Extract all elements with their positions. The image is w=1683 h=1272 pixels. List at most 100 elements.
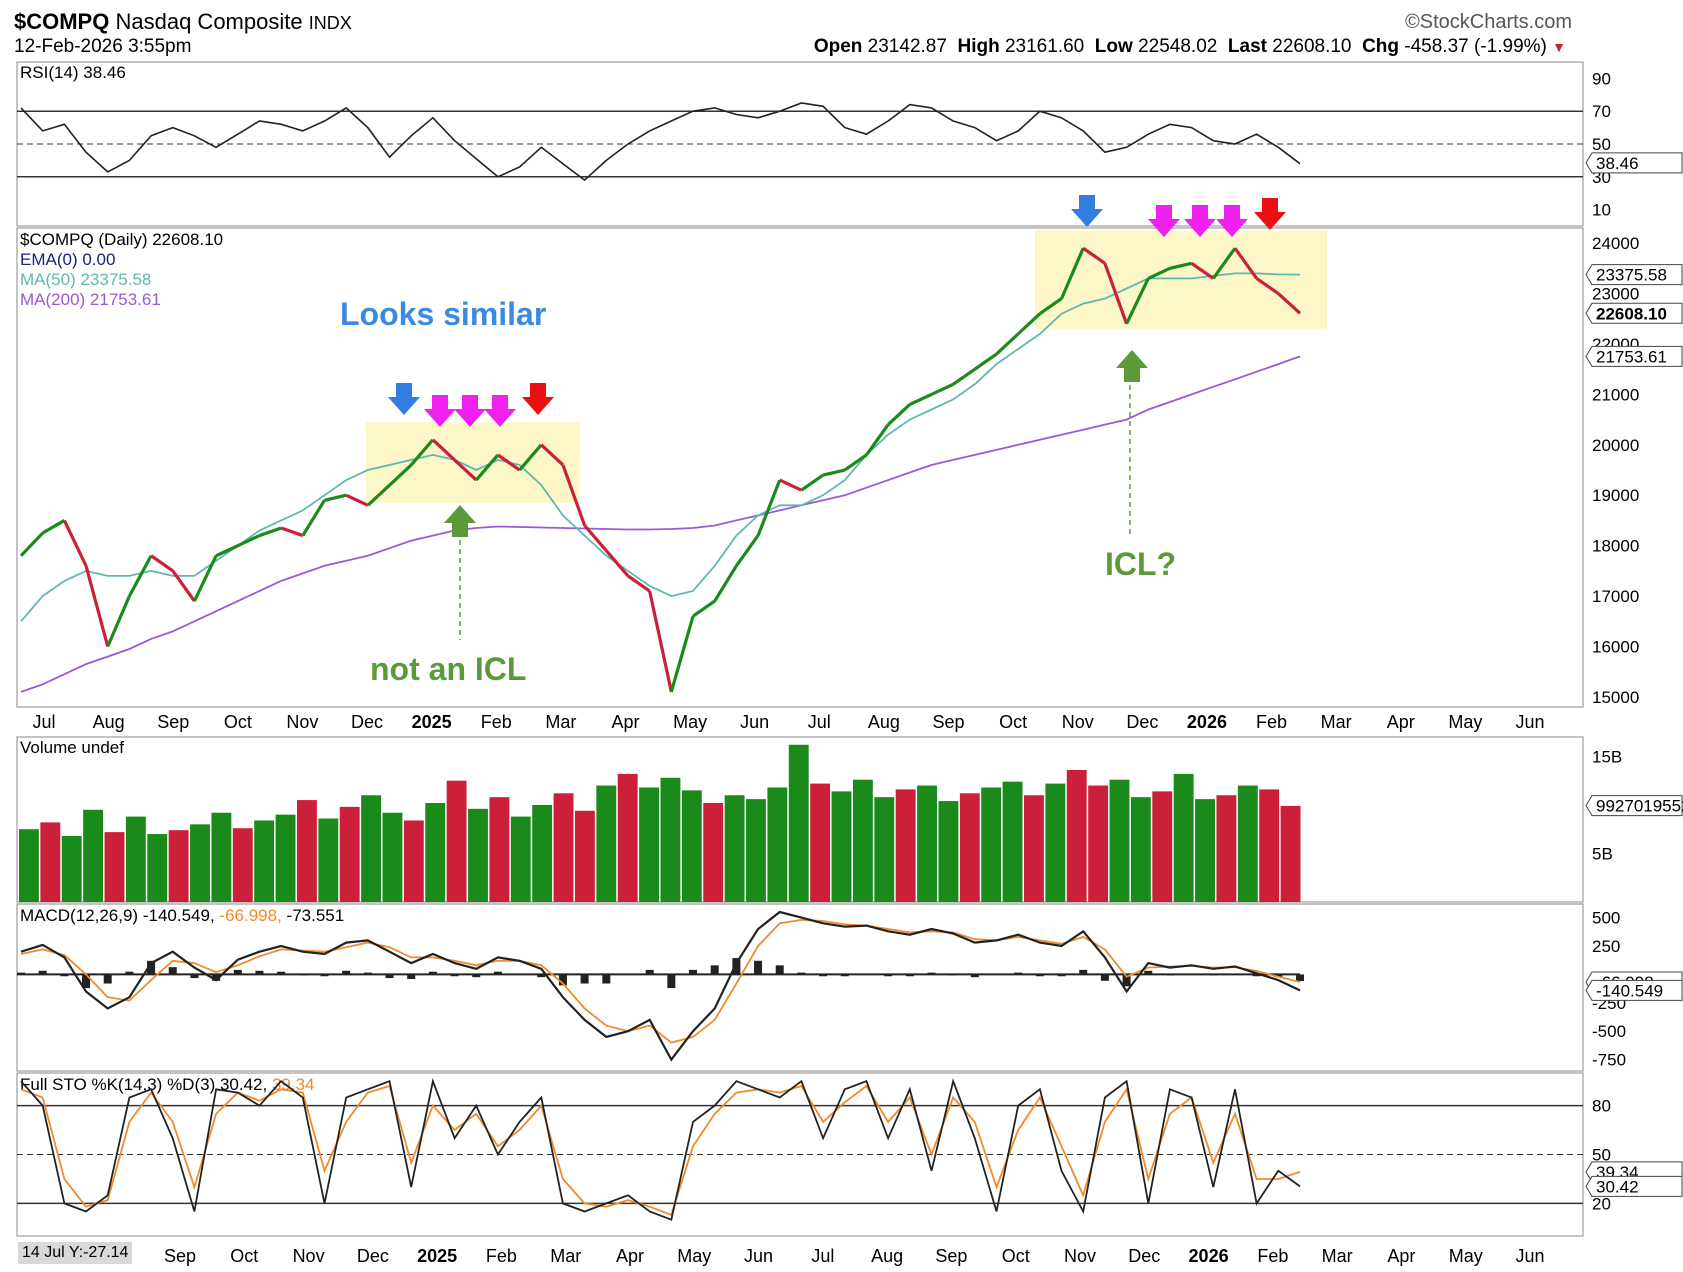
volume-bar xyxy=(1130,797,1151,902)
annotation-not-an-icl: not an ICL xyxy=(370,651,526,687)
price-x-label: Sep xyxy=(933,712,965,732)
volume-bar xyxy=(574,810,595,902)
ma50-current-tag-box xyxy=(1585,264,1683,286)
price-tick-label: 15000 xyxy=(1592,688,1639,707)
volume-bar xyxy=(489,797,510,902)
sto-x-label: Nov xyxy=(293,1246,325,1266)
blue-down-arrow-icon xyxy=(1071,195,1103,227)
volume-bar xyxy=(382,812,403,902)
macd-histogram-bar xyxy=(1122,974,1131,987)
index-name: Nasdaq Composite xyxy=(115,9,303,34)
brand-logo[interactable]: ©StockCharts.com xyxy=(1405,11,1573,33)
macd-histogram-bar xyxy=(212,974,221,981)
price-bar-segment xyxy=(1125,277,1150,325)
price-bar-segment xyxy=(930,382,954,396)
volume-bar xyxy=(1259,789,1280,902)
symbol: $COMPQ xyxy=(14,9,110,34)
rsi-tick-label: 10 xyxy=(1592,201,1611,220)
volume-bar xyxy=(361,795,382,902)
price-bar-segment xyxy=(756,479,782,537)
macd-histogram-bar xyxy=(689,969,698,975)
price-bar-segment xyxy=(345,493,369,507)
ma200-current-tag: 21753.61 xyxy=(1596,347,1667,366)
sto-k-line xyxy=(20,1077,1301,1221)
price-x-label: May xyxy=(673,712,707,732)
volume-bar xyxy=(61,836,82,902)
macd-histogram-bar xyxy=(407,974,416,979)
macd-histogram-bar xyxy=(1100,974,1109,981)
price-tick-label: 23000 xyxy=(1592,285,1639,304)
macd-tick-label: -500 xyxy=(1592,1022,1626,1041)
price-tick-label: 21000 xyxy=(1592,385,1639,404)
macd-histogram-bar xyxy=(1296,974,1304,982)
ohlc-bar: Open 23142.87 High 23161.60 Low 22548.02… xyxy=(814,36,1566,58)
price-tick-label: 19000 xyxy=(1592,486,1639,505)
price-bar-segment xyxy=(1147,266,1171,280)
volume-bar xyxy=(703,803,724,902)
price-bar-segment xyxy=(822,468,846,477)
volume-bar xyxy=(788,744,809,902)
price-bar-segment xyxy=(1211,247,1237,280)
volume-bar xyxy=(510,816,531,902)
volume-bar xyxy=(1045,783,1066,902)
volume-bar xyxy=(1216,795,1237,902)
price-bar-segment xyxy=(215,544,239,558)
magenta-down-arrow-icon xyxy=(1216,205,1248,237)
sto-x-label: Nov xyxy=(1064,1246,1096,1266)
volume-bar xyxy=(938,801,959,902)
price-bar-segment xyxy=(62,519,88,567)
volume-bar xyxy=(852,779,873,902)
macd-histogram-bar xyxy=(775,965,784,975)
price-tick-label: 24000 xyxy=(1592,234,1639,253)
sto-x-label: 2026 xyxy=(1189,1246,1229,1266)
sto-x-label: Jun xyxy=(744,1246,773,1266)
sto-tick-label: 20 xyxy=(1592,1194,1611,1213)
volume-bar xyxy=(125,816,146,902)
ma50-legend: MA(50) 23375.58 xyxy=(20,270,152,289)
chart-title: $COMPQ Nasdaq Composite INDX xyxy=(14,9,352,35)
price-bar-segment xyxy=(887,403,911,426)
price-bar-segment xyxy=(669,615,695,693)
magenta-down-arrow-icon xyxy=(454,395,486,427)
price-bar-segment xyxy=(496,453,521,472)
exchange: INDX xyxy=(308,13,352,33)
macd-histogram-bar xyxy=(558,974,567,986)
volume-bar xyxy=(1152,791,1173,902)
volume-bar xyxy=(19,829,39,902)
price-tick-label: 18000 xyxy=(1592,537,1639,556)
volume-bar xyxy=(254,820,275,902)
price-x-label: Feb xyxy=(1256,712,1287,732)
last-label: Last xyxy=(1227,36,1267,57)
price-bar-segment xyxy=(735,534,760,567)
macd-histogram-bar xyxy=(732,958,741,975)
price-bar-segment xyxy=(1082,246,1106,265)
price-bar-segment xyxy=(1277,292,1302,315)
price-x-label: Aug xyxy=(93,712,125,732)
macd-histogram-bar xyxy=(472,974,481,978)
volume-bar xyxy=(1024,795,1044,902)
price-bar-segment xyxy=(409,438,435,467)
price-tick-label: 17000 xyxy=(1592,587,1639,606)
volume-bar xyxy=(532,804,553,902)
volume-bar xyxy=(895,789,916,902)
price-x-label: Apr xyxy=(611,712,639,732)
sto-x-label: May xyxy=(1449,1246,1483,1266)
price-x-label: Sep xyxy=(157,712,189,732)
rsi-line xyxy=(20,102,1301,182)
rsi-tick-label: 70 xyxy=(1592,102,1611,121)
price-bar-segment xyxy=(973,352,998,371)
price-bar-segment xyxy=(843,453,868,472)
price-x-label: Jul xyxy=(32,712,55,732)
volume-bar xyxy=(874,797,895,902)
price-bar-segment xyxy=(561,464,587,527)
macd-histogram-bar xyxy=(1144,970,1153,975)
price-x-label: Nov xyxy=(1062,712,1094,732)
chg-label: Chg xyxy=(1362,36,1399,57)
price-bar-segment xyxy=(540,443,565,467)
ema-legend: EMA(0) 0.00 xyxy=(20,250,116,269)
macd-histogram-bar xyxy=(710,965,719,975)
volume-bar xyxy=(190,824,210,902)
macd-histogram-bar xyxy=(493,971,502,975)
